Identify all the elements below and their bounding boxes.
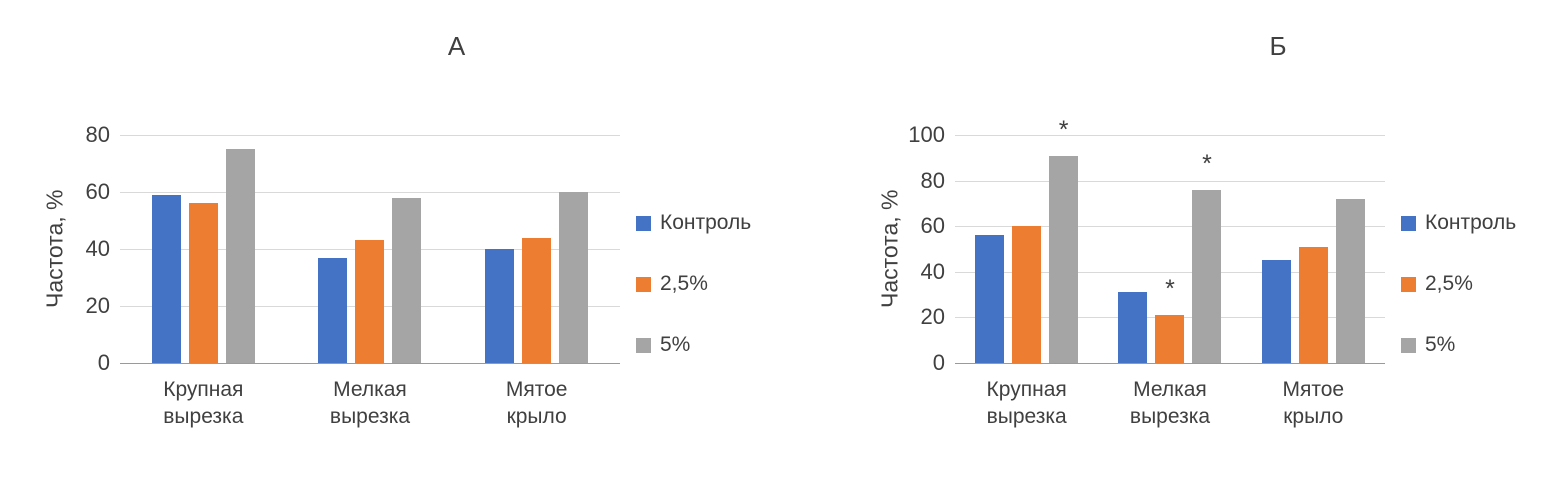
bar (318, 257, 348, 363)
bar-group: * (975, 117, 1079, 363)
bar: * (1049, 117, 1079, 363)
legend-label: 2,5% (660, 272, 708, 295)
chart-area-a: Частота, % 0 20 40 60 80 Крупная вырезка Мелк… (38, 122, 755, 430)
bar (225, 149, 255, 363)
legend-item: 2,5% (636, 272, 751, 296)
legend-swatch (1401, 337, 1416, 353)
bar (559, 192, 589, 363)
y-tick-label: 80 (85, 122, 110, 147)
legend-item: Контроль (1401, 211, 1516, 235)
panel-title-b: Б (1269, 31, 1287, 61)
y-axis-ticks-b: 0 20 40 60 80 100 (907, 122, 955, 375)
gridline (955, 271, 1385, 273)
bar (975, 235, 1005, 363)
plot-area-b: * * * (955, 117, 1385, 364)
y-tick-label: 0 (932, 350, 945, 375)
bar-group (485, 192, 589, 363)
x-axis-line (120, 363, 620, 364)
bar (392, 197, 422, 363)
category-label: Мелкая вырезка (1129, 378, 1211, 428)
y-axis-ticks-a: 0 20 40 60 80 (72, 122, 120, 375)
bar (485, 249, 515, 363)
plot-area-a (120, 135, 620, 364)
bar (355, 240, 385, 363)
bar-group: * * (1118, 151, 1222, 363)
significance-asterisk: * (1058, 115, 1069, 144)
bar (1118, 292, 1148, 363)
bar-group (151, 149, 255, 363)
legend-swatch (636, 337, 651, 353)
legend-label: 5% (660, 333, 691, 356)
gridline (955, 180, 1385, 182)
bar (1012, 226, 1042, 363)
legend-item: 5% (1401, 333, 1516, 357)
legend-item: 5% (636, 333, 751, 357)
category-label: Крупная вырезка (163, 378, 244, 428)
y-tick-label: 100 (908, 122, 945, 147)
gridline (120, 192, 620, 193)
significance-asterisk: * (1202, 149, 1212, 178)
y-tick-label: 40 (920, 258, 945, 284)
chart-panel-a: А Частота, % 0 20 40 60 80 Крупная вырезка Ме… (0, 0, 755, 488)
gridline (955, 135, 1385, 136)
y-tick-label: 40 (85, 236, 110, 261)
chart-area-b: Частота, % 0 20 40 60 80 100 * * * Крупная выре… (873, 117, 1563, 430)
panel-title-a: А (447, 31, 466, 61)
bar (1335, 198, 1365, 363)
y-axis-title-a: Частота, % (41, 189, 68, 309)
legend-label: Контроль (660, 211, 752, 234)
legend-swatch (1401, 276, 1416, 292)
legend-item: Контроль (636, 211, 751, 235)
bar (1298, 246, 1328, 363)
y-tick-label: 0 (97, 350, 110, 375)
y-tick-label: 20 (85, 293, 110, 318)
category-label: Мелкая вырезка (329, 378, 411, 428)
bar-groups (120, 135, 620, 363)
y-tick-label: 80 (920, 167, 945, 193)
legend-b: Контроль 2,5% 5% (1401, 211, 1516, 357)
bar (1261, 260, 1291, 363)
category-label: Мятое крыло (505, 378, 568, 428)
legend-swatch (636, 215, 651, 231)
gridline (955, 226, 1385, 228)
x-axis-line (955, 363, 1385, 364)
legend-label: 5% (1425, 333, 1456, 356)
category-axis-a: Крупная вырезка Мелкая вырезка Мятое крыло (120, 376, 620, 430)
y-tick-label: 60 (920, 213, 945, 239)
legend-item: 2,5% (1401, 272, 1516, 296)
category-label: Мятое крыло (1282, 378, 1345, 428)
legend-label: 2,5% (1425, 272, 1473, 295)
bar (522, 237, 552, 363)
bar-group (318, 197, 422, 363)
legend-label: Контроль (1425, 211, 1517, 234)
bar: * (1192, 151, 1222, 363)
legend-a: Контроль 2,5% 5% (636, 211, 751, 357)
category-label: Крупная вырезка (986, 378, 1067, 428)
chart-panel-b: Б Частота, % 0 20 40 60 80 100 * * * Крупная вы… (755, 0, 1563, 488)
significance-asterisk: * (1165, 275, 1175, 304)
bar (151, 194, 181, 363)
category-axis-b: Крупная вырезка Мелкая вырезка Мятое крыло (955, 376, 1385, 430)
bar-groups: * * * (955, 117, 1385, 363)
legend-swatch (636, 276, 651, 292)
bar: * (1155, 277, 1185, 363)
y-tick-label: 60 (85, 179, 110, 204)
bar-group (1261, 198, 1365, 363)
bar (188, 203, 218, 363)
legend-swatch (1401, 215, 1416, 231)
plot-column-a: Крупная вырезка Мелкая вырезка Мятое крыло (120, 135, 620, 430)
y-tick-label: 20 (920, 304, 945, 330)
y-axis-title-b: Частота, % (876, 189, 903, 309)
plot-column-b: * * * Крупная вырезка Мелкая вырезка Мятое к… (955, 117, 1385, 430)
gridline (120, 135, 620, 136)
